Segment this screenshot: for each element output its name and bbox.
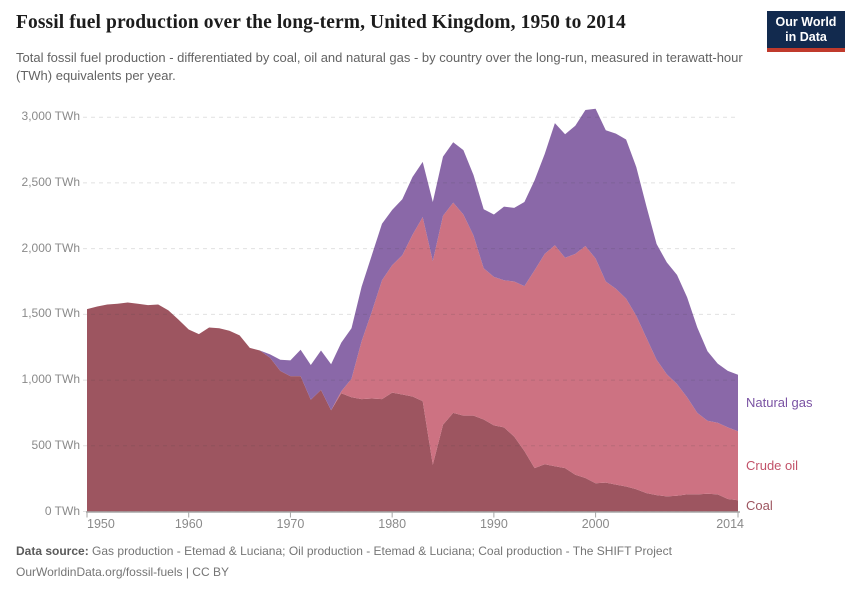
x-axis-tick-label: 1950	[87, 517, 115, 531]
x-axis-tick-label: 2000	[581, 517, 610, 531]
x-axis-tick-label: 1960	[174, 517, 203, 531]
legend-coal[interactable]: Coal	[746, 497, 773, 513]
x-axis-tick-label: 1980	[378, 517, 407, 531]
y-axis-tick-label: 2,000 TWh	[21, 240, 80, 255]
page-title: Fossil fuel production over the long-ter…	[16, 12, 626, 33]
data-source-text: Gas production - Etemad & Luciana; Oil p…	[92, 544, 672, 558]
y-axis-tick-label: 3,000 TWh	[21, 109, 80, 124]
x-axis-tick-label: 1990	[479, 517, 508, 531]
owid-logo-red-bar	[767, 48, 845, 52]
y-axis-tick-label: 0 TWh	[44, 503, 80, 518]
y-axis-tick-label: 500 TWh	[31, 437, 80, 452]
y-axis-tick-label: 1,500 TWh	[21, 306, 80, 321]
y-axis-tick-label: 1,000 TWh	[21, 372, 80, 387]
owid-logo[interactable]: Our World in Data	[767, 11, 845, 52]
x-axis-tick-label: 2014	[716, 517, 744, 531]
chart-subtitle: Total fossil fuel production - different…	[16, 50, 743, 84]
x-axis-tick-label: 1970	[276, 517, 305, 531]
data-source-line: Data source: Gas production - Etemad & L…	[16, 544, 816, 558]
legend-natural-gas[interactable]: Natural gas	[746, 395, 813, 411]
y-axis-tick-label: 2,500 TWh	[21, 174, 80, 189]
owid-logo-box: Our World in Data	[767, 11, 845, 48]
owid-logo-line1: Our World	[775, 14, 837, 29]
owid-logo-line2: in Data	[785, 29, 827, 44]
data-source-label: Data source:	[16, 544, 89, 558]
owid-url-license-link[interactable]: OurWorldinData.org/fossil-fuels | CC BY	[16, 565, 229, 579]
plot-area[interactable]	[87, 105, 738, 512]
legend-crude-oil[interactable]: Crude oil	[746, 457, 799, 473]
